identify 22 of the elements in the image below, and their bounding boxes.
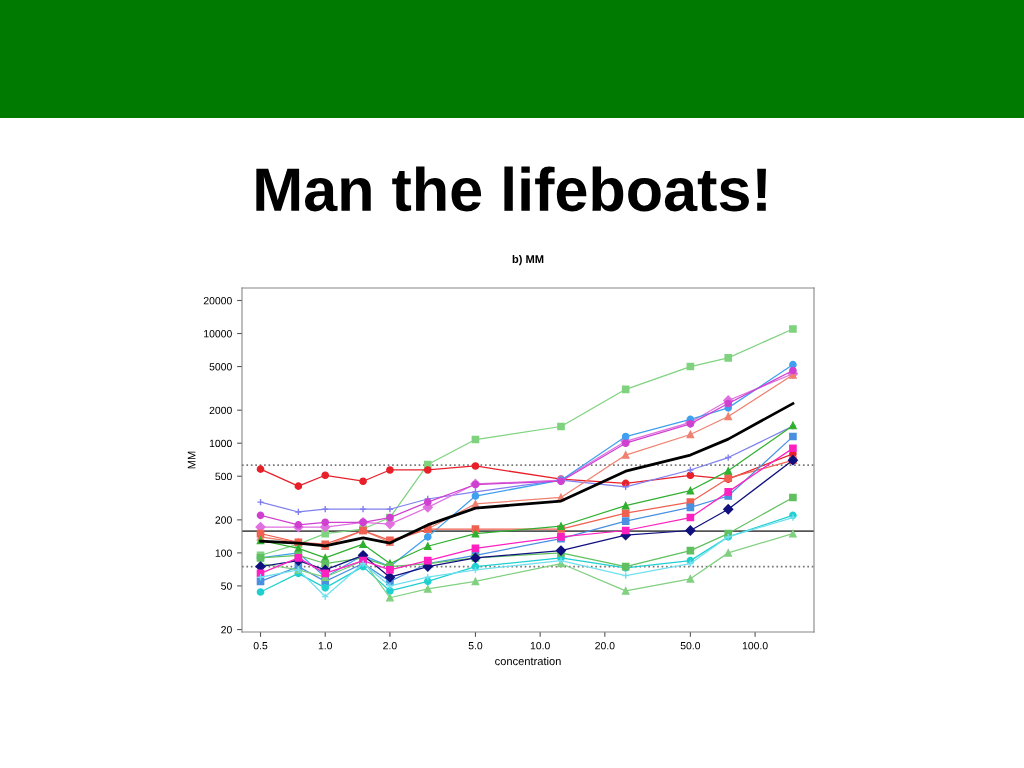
x-tick-label: 20.0 xyxy=(595,642,615,650)
y-tick-label: 1000 xyxy=(209,439,232,448)
x-tick-label: 0.5 xyxy=(253,642,268,650)
x-tick-label: 5.0 xyxy=(468,642,483,650)
y-tick-label: 5000 xyxy=(209,363,232,371)
y-tick-label: 500 xyxy=(215,472,232,481)
chart-subtitle: b) MM xyxy=(512,254,544,266)
x-tick-label: 50.0 xyxy=(680,642,701,650)
y-tick-label: 2000 xyxy=(209,406,232,415)
y-tick-label: 20 xyxy=(221,626,232,634)
x-tick-label: 2.0 xyxy=(383,642,397,650)
y-tick-label: 100 xyxy=(215,549,232,557)
y-tick-label: 10000 xyxy=(204,330,232,338)
x-tick-label: 1.0 xyxy=(318,642,333,650)
x-axis-title: concentration xyxy=(495,656,561,666)
x-tick-label: 10.0 xyxy=(530,642,550,650)
y-axis-title: MM xyxy=(187,451,196,469)
chart-title: Man the lifeboats! xyxy=(256,166,766,212)
x-tick-label: 100.0 xyxy=(742,642,768,650)
y-tick-label: 200 xyxy=(215,516,232,524)
y-tick-label: 20000 xyxy=(203,297,232,305)
y-tick-label: 50 xyxy=(221,582,232,590)
